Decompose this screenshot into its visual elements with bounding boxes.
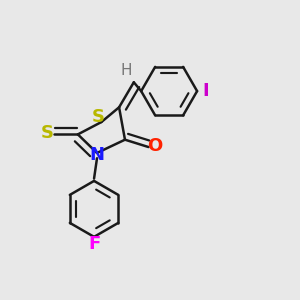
Text: O: O [147, 136, 163, 154]
Text: S: S [40, 124, 53, 142]
Text: H: H [121, 63, 132, 78]
Text: F: F [88, 235, 100, 253]
Text: I: I [202, 82, 209, 100]
Text: N: N [90, 146, 105, 164]
Text: S: S [92, 108, 104, 126]
